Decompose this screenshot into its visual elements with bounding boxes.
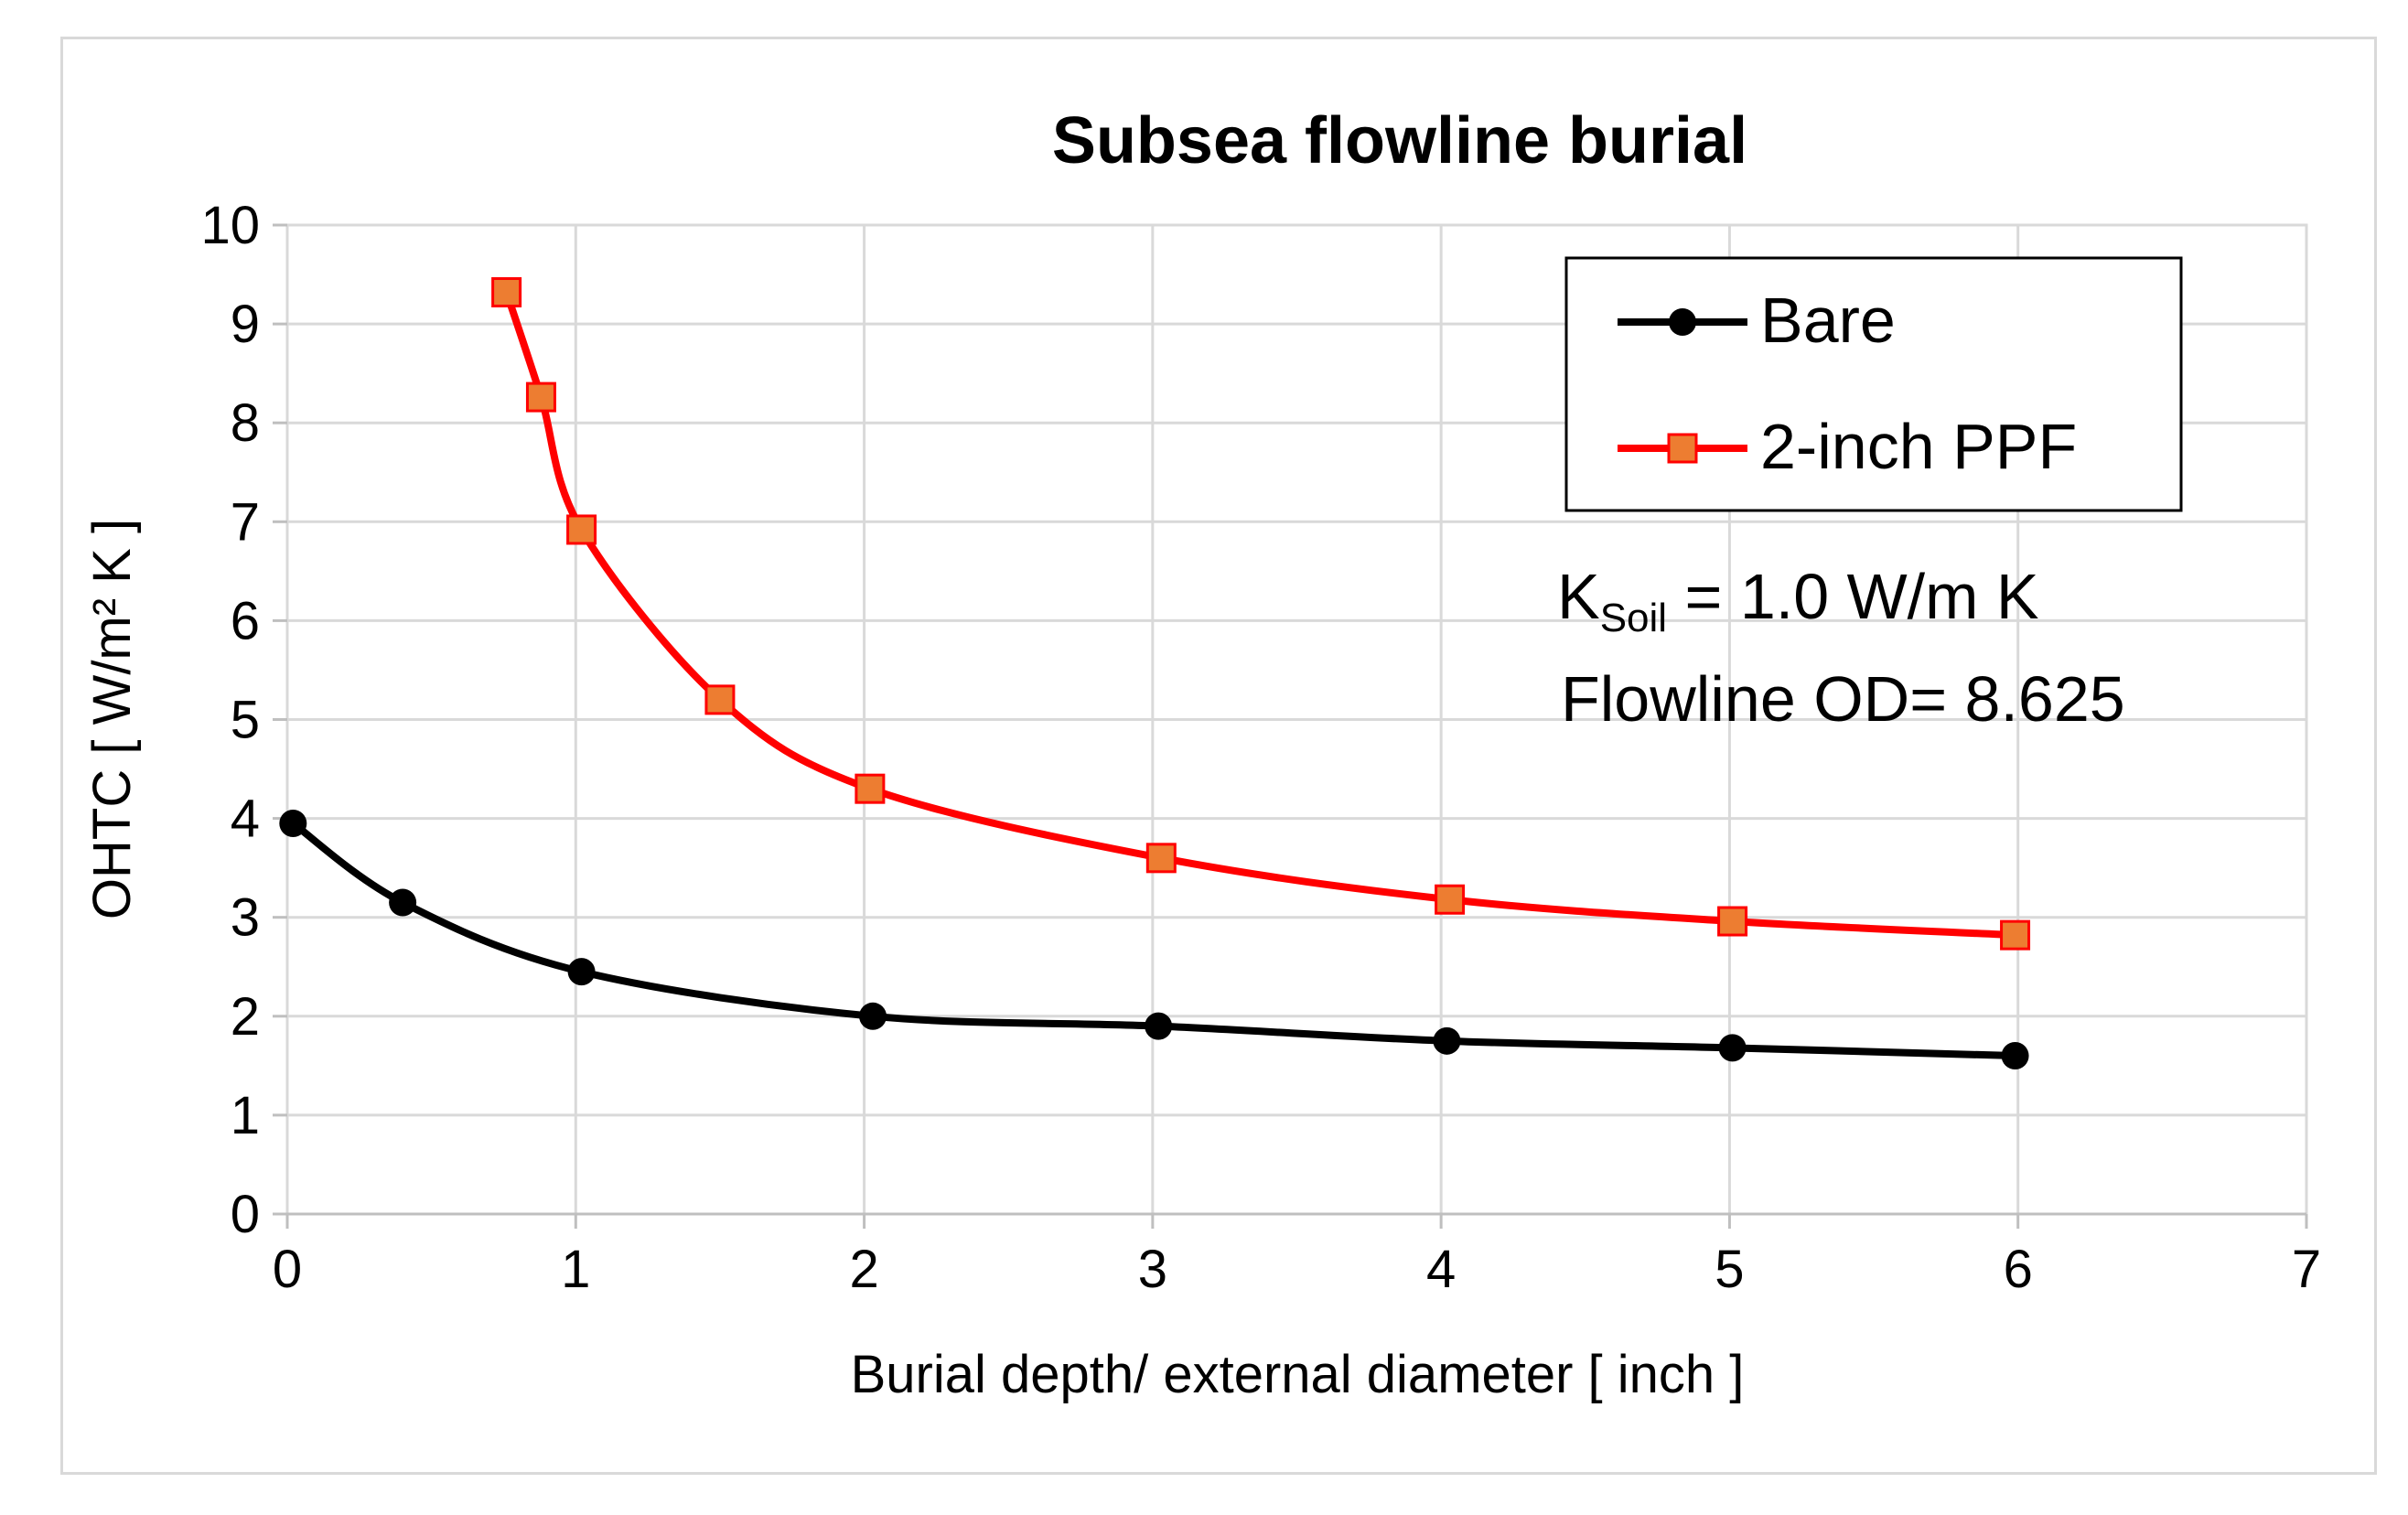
series-line-2-inch-ppf (502, 291, 2016, 940)
data-point-2-inch-ppf (525, 381, 556, 413)
x-axis-label: Burial depth/ external diameter [ inch ] (851, 1345, 1745, 1404)
y-tick-label: 4 (231, 790, 260, 849)
series (279, 277, 2031, 1070)
data-point-2-inch-ppf (855, 773, 886, 804)
data-point-2-inch-ppf (566, 514, 597, 545)
data-point-2-inch-ppf (704, 684, 736, 715)
x-tick-label: 6 (2004, 1240, 2033, 1299)
annotation-k-soil: KSoil = 1.0 W/m K (1557, 561, 2039, 640)
annotation-flowline-od: Flowline OD= 8.625 (1561, 663, 2125, 735)
legend-bare-marker (1669, 308, 1696, 336)
x-tick-label: 0 (273, 1240, 302, 1299)
y-tick-label: 7 (231, 492, 260, 552)
y-tick-label: 2 (231, 987, 260, 1047)
axis-ticks: 0 1 2 3 4 5 6 7 8 9 10 0 1 2 3 4 5 6 7 (200, 196, 2321, 1299)
data-point-bare (389, 888, 417, 917)
data-point-bare (1718, 1034, 1747, 1062)
annotation-k-prefix: K (1557, 561, 1600, 632)
legend-bare-label: Bare (1760, 285, 1896, 356)
y-tick-label: 8 (231, 393, 260, 453)
data-point-2-inch-ppf (1145, 843, 1177, 874)
y-axis-label: OHTC [ W/m² K ] (82, 519, 142, 919)
y-tick-label: 9 (231, 295, 260, 354)
data-point-bare (859, 1002, 887, 1030)
data-point-bare (1433, 1026, 1461, 1055)
y-tick-label: 6 (231, 591, 260, 650)
y-tick-label: 3 (231, 888, 260, 948)
data-point-2-inch-ppf (2000, 919, 2031, 951)
data-point-2-inch-ppf (1435, 884, 1466, 915)
legend-ppf-marker (1667, 433, 1698, 464)
y-tick-label: 1 (231, 1086, 260, 1145)
data-point-bare (2001, 1042, 2029, 1070)
data-point-bare (1145, 1012, 1173, 1040)
y-tick-label: 0 (231, 1185, 260, 1244)
annotation-k-subscript: Soil (1600, 596, 1667, 640)
chart-title: Subsea flowline burial (1052, 104, 1747, 177)
x-tick-label: 3 (1138, 1240, 1167, 1299)
x-tick-label: 4 (1426, 1240, 1456, 1299)
y-tick-label: 10 (200, 196, 260, 255)
legend-box (1564, 256, 2183, 512)
data-point-bare (567, 958, 596, 986)
data-point-bare (279, 810, 307, 838)
x-tick-label: 1 (561, 1240, 590, 1299)
legend-ppf-label: 2-inch PPF (1760, 411, 2077, 482)
x-tick-label: 7 (2292, 1240, 2321, 1299)
data-point-2-inch-ppf (1717, 906, 1748, 937)
x-tick-label: 5 (1715, 1240, 1744, 1299)
annotation-k-value: = 1.0 W/m K (1667, 561, 2039, 632)
data-point-2-inch-ppf (491, 277, 522, 308)
series-line-bare (290, 820, 2016, 1060)
y-tick-label: 5 (231, 691, 260, 750)
legend: Bare 2-inch PPF (1564, 256, 2183, 512)
x-tick-label: 2 (849, 1240, 878, 1299)
